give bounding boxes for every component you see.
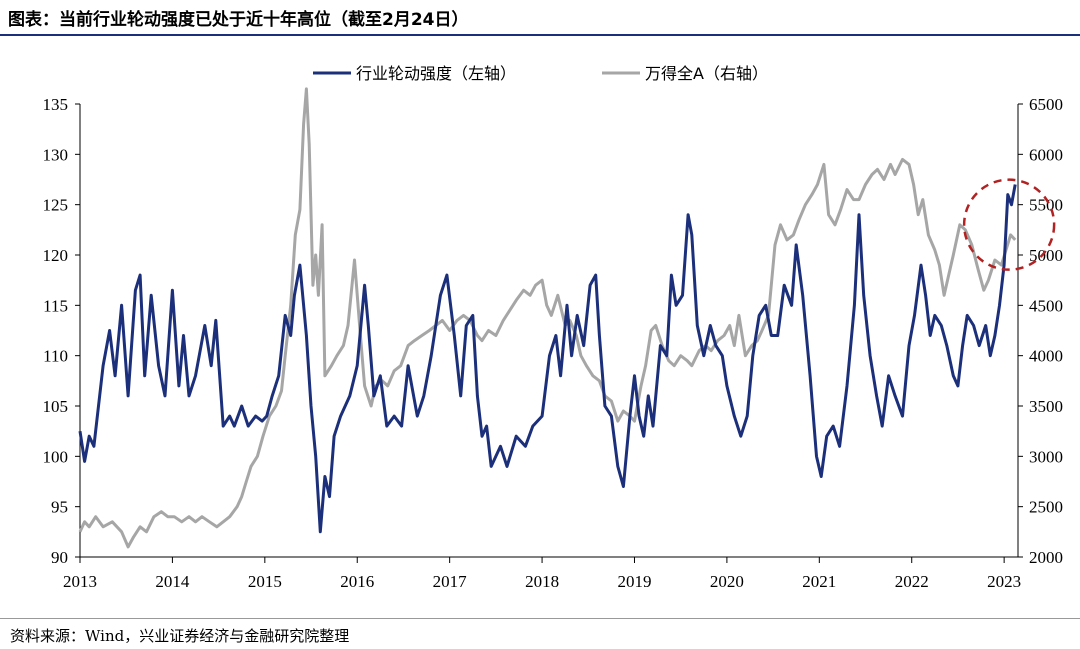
x-tick-label: 2018 bbox=[525, 572, 559, 591]
source-bar: 资料来源：Wind，兴业证券经济与金融研究院整理 bbox=[0, 618, 1080, 649]
x-tick-label: 2017 bbox=[433, 572, 468, 591]
left-tick-label: 115 bbox=[43, 296, 68, 315]
title-bar: 图表：当前行业轮动强度已处于近十年高位（截至2月24日） bbox=[0, 0, 1080, 36]
right-tick-label: 3000 bbox=[1029, 447, 1063, 466]
annotation-layer bbox=[962, 178, 1056, 271]
left-tick-label: 110 bbox=[43, 347, 68, 366]
left-tick-label: 90 bbox=[51, 548, 68, 567]
series-line-rotation-strength bbox=[78, 184, 1017, 534]
left-tick-label: 120 bbox=[43, 246, 69, 265]
right-tick-label: 6000 bbox=[1029, 145, 1063, 164]
chart-legend: 行业轮动强度（左轴） 万得全A（右轴） bbox=[313, 64, 768, 83]
right-tick-label: 3500 bbox=[1029, 397, 1063, 416]
right-tick-label: 4000 bbox=[1029, 347, 1063, 366]
axes: 90 95 100 105 110 115 120 125 130 135 2000 2500 3000… bbox=[43, 95, 1064, 591]
x-tick-label: 2020 bbox=[710, 572, 744, 591]
x-tick-label: 2016 bbox=[340, 572, 374, 591]
left-tick-label: 105 bbox=[43, 397, 69, 416]
x-tick-label: 2022 bbox=[895, 572, 929, 591]
legend-label-series1: 行业轮动强度（左轴） bbox=[356, 64, 516, 83]
left-tick-label: 130 bbox=[43, 145, 69, 164]
series-line-wind-a bbox=[78, 87, 1017, 549]
left-tick-label: 125 bbox=[43, 196, 69, 215]
x-tick-label: 2019 bbox=[617, 572, 651, 591]
left-tick-label: 135 bbox=[43, 95, 69, 114]
line-chart: 行业轮动强度（左轴） 万得全A（右轴） 90 95 100 105 110 115 120 1… bbox=[43, 64, 1064, 591]
right-tick-label: 6500 bbox=[1029, 95, 1063, 114]
right-tick-label: 5500 bbox=[1029, 196, 1063, 215]
right-tick-label: 2000 bbox=[1029, 548, 1063, 567]
left-tick-label: 100 bbox=[43, 447, 69, 466]
right-tick-label: 5000 bbox=[1029, 246, 1063, 265]
x-tick-label: 2014 bbox=[155, 572, 190, 591]
x-tick-label: 2013 bbox=[63, 572, 97, 591]
source-note: 资料来源：Wind，兴业证券经济与金融研究院整理 bbox=[10, 627, 350, 645]
x-tick-label: 2015 bbox=[248, 572, 282, 591]
x-tick-label: 2021 bbox=[802, 572, 836, 591]
highlight-circle bbox=[962, 178, 1056, 271]
right-tick-label: 2500 bbox=[1029, 498, 1063, 517]
legend-label-series2: 万得全A（右轴） bbox=[645, 64, 768, 83]
series-lines bbox=[78, 87, 1017, 549]
left-tick-label: 95 bbox=[51, 498, 68, 517]
chart-title: 图表：当前行业轮动强度已处于近十年高位（截至2月24日） bbox=[8, 10, 469, 30]
x-tick-label: 2023 bbox=[987, 572, 1021, 591]
right-tick-label: 4500 bbox=[1029, 296, 1063, 315]
